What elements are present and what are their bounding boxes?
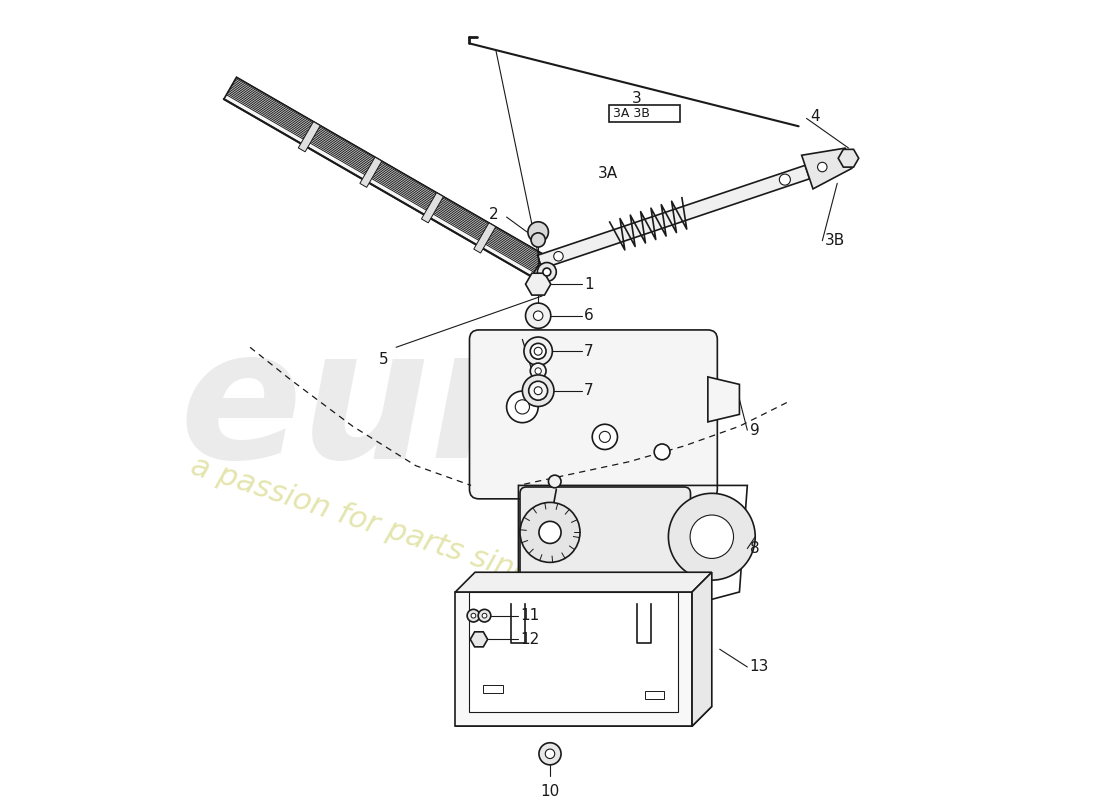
Text: a passion for parts since 1985: a passion for parts since 1985 xyxy=(187,452,635,622)
Polygon shape xyxy=(298,122,320,152)
Circle shape xyxy=(549,475,561,488)
Circle shape xyxy=(468,610,480,622)
Circle shape xyxy=(535,386,542,394)
Polygon shape xyxy=(421,193,443,223)
Circle shape xyxy=(600,431,610,442)
Text: 3A: 3A xyxy=(597,166,617,181)
Circle shape xyxy=(592,424,617,450)
Text: 4: 4 xyxy=(811,110,821,124)
Text: euro: euro xyxy=(179,320,642,496)
Circle shape xyxy=(553,251,563,261)
Circle shape xyxy=(524,337,552,366)
Circle shape xyxy=(526,303,551,328)
Circle shape xyxy=(507,391,538,422)
Polygon shape xyxy=(224,78,544,277)
Circle shape xyxy=(471,614,476,618)
Circle shape xyxy=(539,522,561,543)
Polygon shape xyxy=(455,706,712,726)
Bar xyxy=(483,685,503,693)
Circle shape xyxy=(654,444,670,460)
Circle shape xyxy=(522,375,554,406)
Text: 6: 6 xyxy=(584,308,594,323)
Text: 8: 8 xyxy=(750,541,759,556)
Text: 1: 1 xyxy=(584,277,594,292)
Circle shape xyxy=(535,368,541,374)
Circle shape xyxy=(538,262,557,282)
Text: 3: 3 xyxy=(631,91,641,106)
Circle shape xyxy=(515,400,529,414)
Circle shape xyxy=(482,614,487,618)
Text: 5: 5 xyxy=(378,352,388,366)
Text: 9: 9 xyxy=(750,422,759,438)
Circle shape xyxy=(529,382,548,400)
Circle shape xyxy=(535,347,542,355)
Bar xyxy=(645,691,664,699)
Polygon shape xyxy=(692,572,712,726)
Text: 11: 11 xyxy=(520,608,540,623)
Bar xyxy=(470,592,678,712)
Polygon shape xyxy=(526,274,551,295)
Text: 13: 13 xyxy=(750,659,769,674)
Circle shape xyxy=(528,222,549,242)
Text: 10: 10 xyxy=(540,784,560,798)
Circle shape xyxy=(690,515,734,558)
Circle shape xyxy=(530,343,546,359)
Polygon shape xyxy=(538,166,810,269)
Bar xyxy=(455,592,692,726)
Polygon shape xyxy=(474,223,496,253)
Text: 3B: 3B xyxy=(825,234,845,248)
Polygon shape xyxy=(708,377,739,422)
Polygon shape xyxy=(455,572,712,592)
Text: 7: 7 xyxy=(584,344,594,358)
Text: 3A 3B: 3A 3B xyxy=(613,107,650,120)
Text: 12: 12 xyxy=(520,632,540,647)
Polygon shape xyxy=(802,148,851,189)
Circle shape xyxy=(520,502,580,562)
Circle shape xyxy=(543,268,551,276)
Text: 7: 7 xyxy=(584,383,594,398)
Circle shape xyxy=(534,311,543,321)
Circle shape xyxy=(669,494,756,580)
Circle shape xyxy=(531,233,546,247)
Text: 2: 2 xyxy=(490,207,498,222)
Polygon shape xyxy=(471,632,487,647)
Circle shape xyxy=(779,174,791,185)
Circle shape xyxy=(817,162,827,172)
Circle shape xyxy=(530,363,546,379)
FancyBboxPatch shape xyxy=(470,330,717,499)
Circle shape xyxy=(546,749,554,758)
Bar xyxy=(609,105,680,122)
Polygon shape xyxy=(838,150,859,167)
Polygon shape xyxy=(360,157,382,187)
Circle shape xyxy=(478,610,491,622)
Circle shape xyxy=(539,742,561,765)
FancyBboxPatch shape xyxy=(520,487,691,586)
